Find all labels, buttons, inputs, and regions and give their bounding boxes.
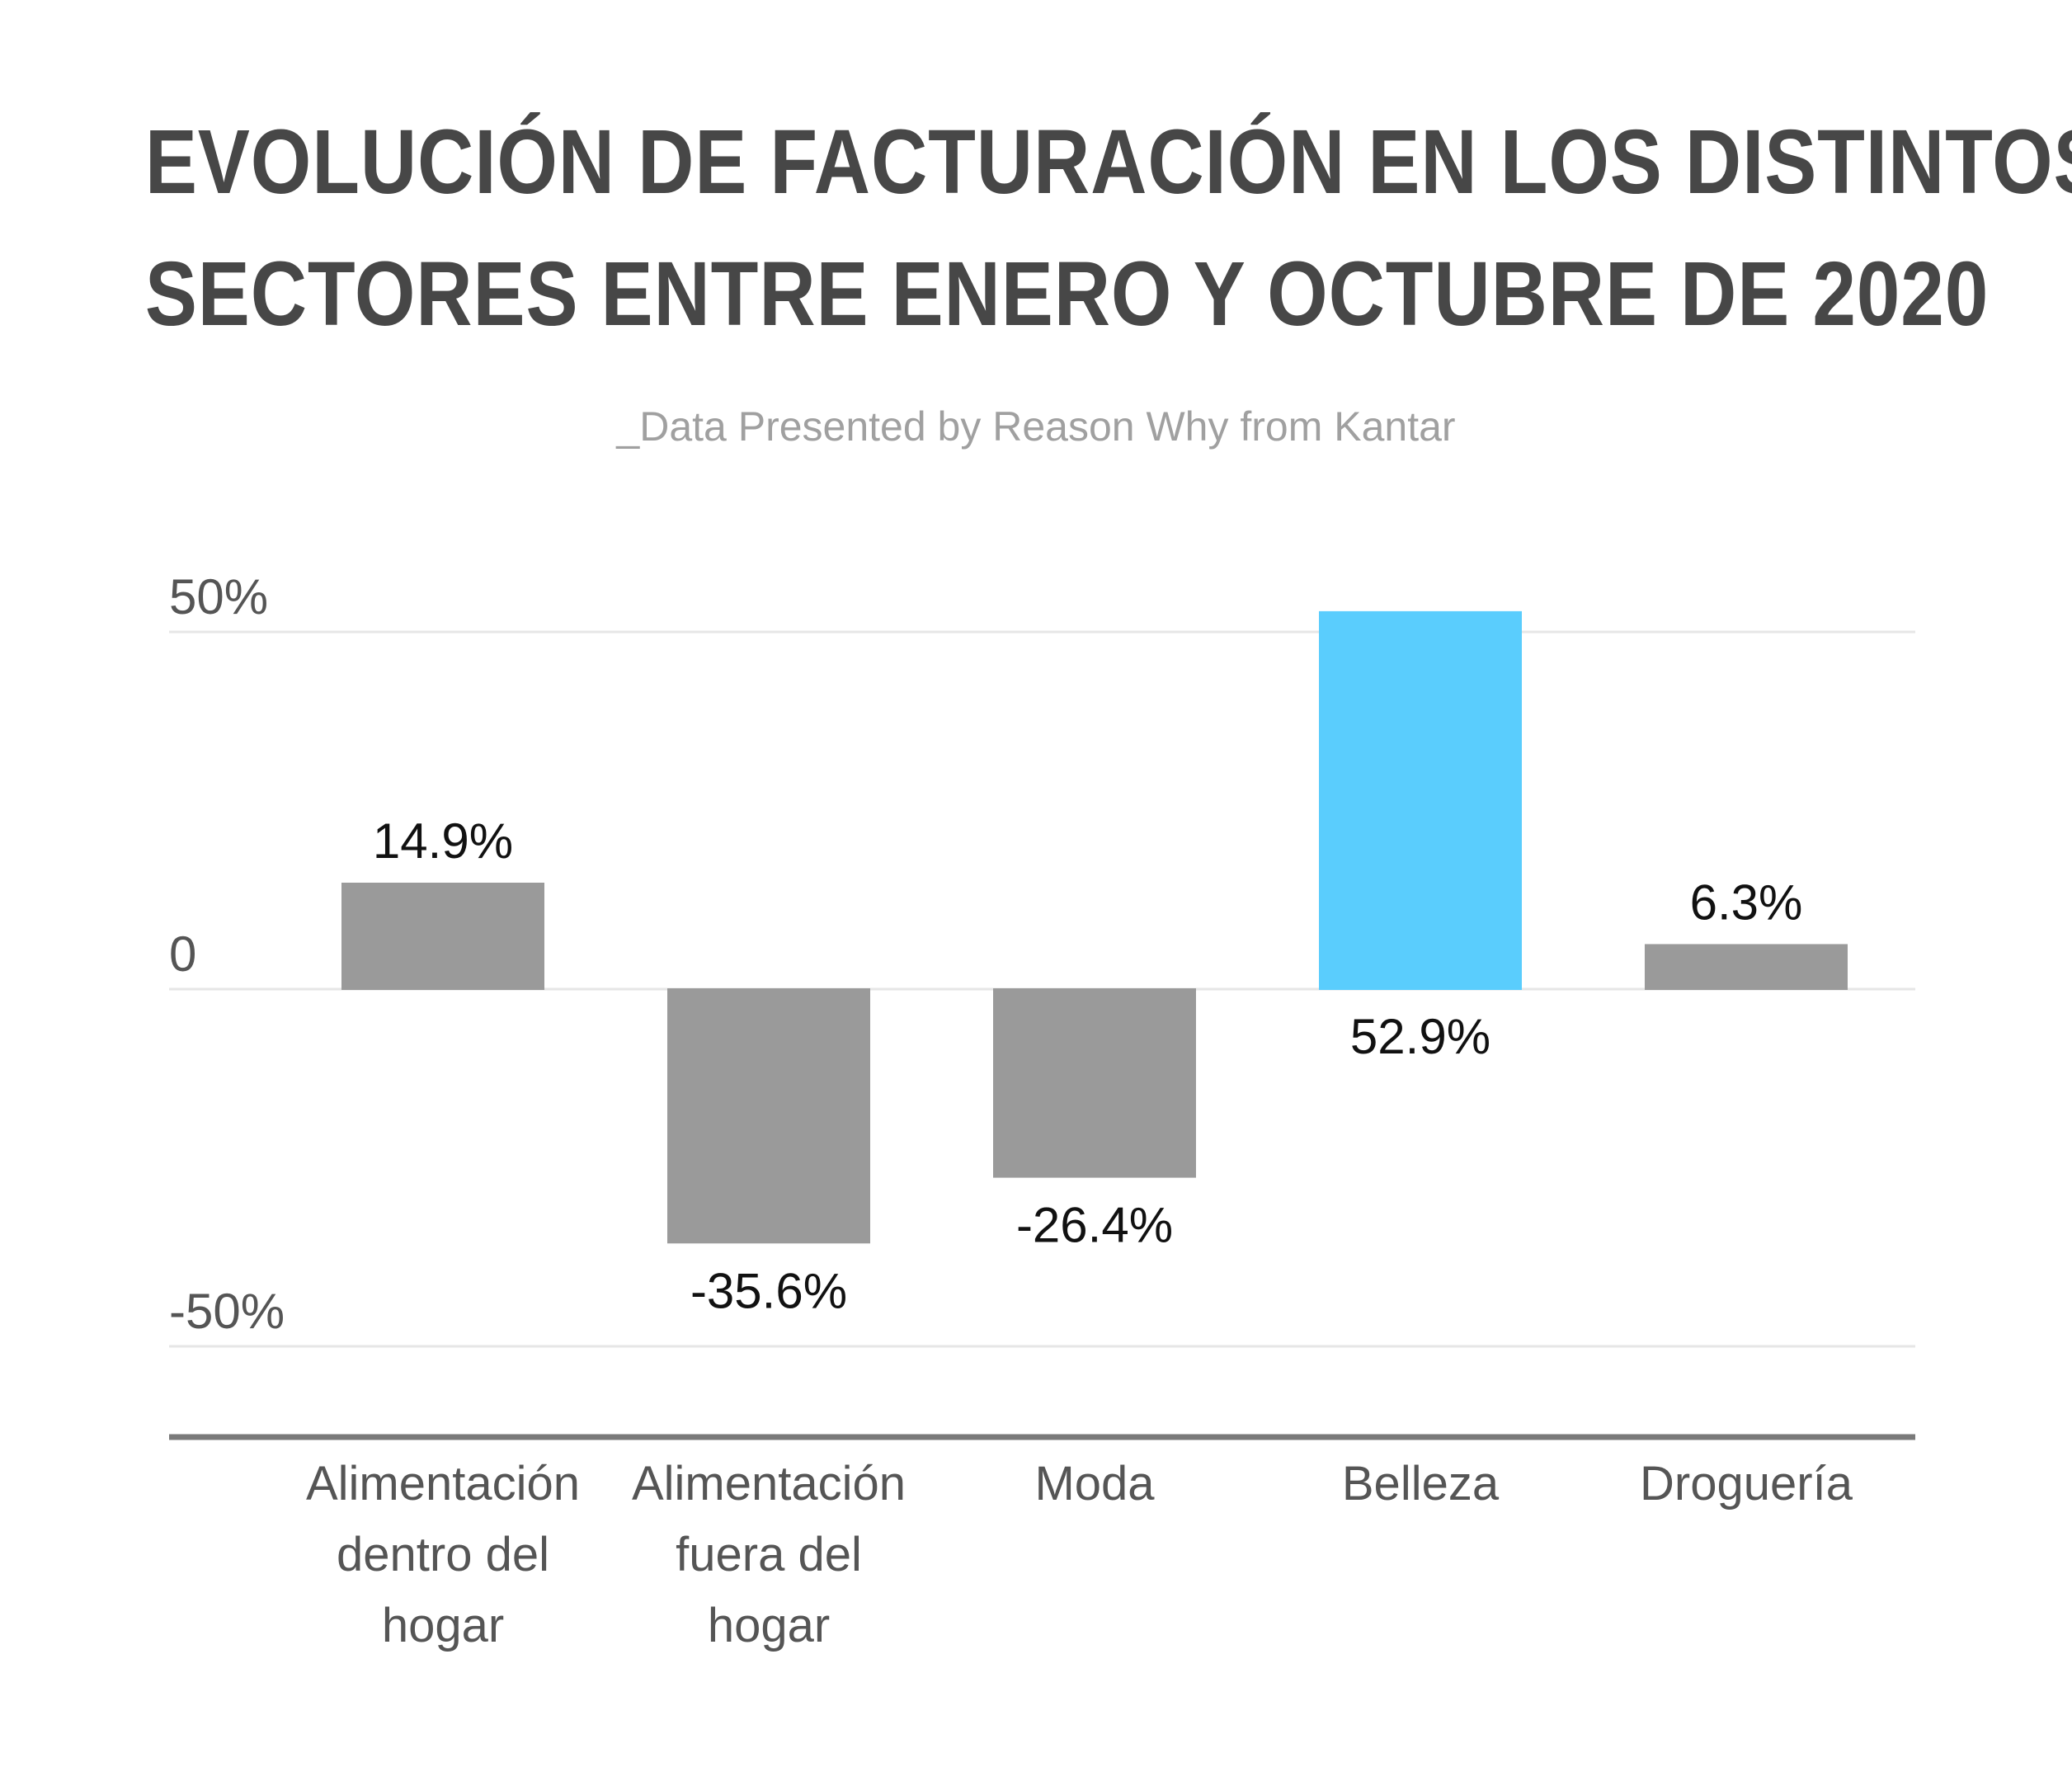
category-label-0-line-0: Alimentación (306, 1457, 580, 1510)
value-label-1: -35.6% (690, 1263, 847, 1318)
bar-chart: 50% 0 -50% 14.9% -35.6% -26.4% 52.9% 6.3% Alim… (0, 0, 2072, 1772)
bar-4 (1645, 944, 1848, 990)
category-label-1-line-2: hogar (708, 1599, 830, 1652)
value-label-2: -26.4% (1016, 1198, 1173, 1253)
category-label-3-line-0: Belleza (1342, 1457, 1500, 1510)
x-axis-category-labels: Alimentación dentro del hogar Alimentación f… (306, 1457, 1853, 1652)
category-label-1: Alimentación fuera del hogar (632, 1457, 906, 1652)
bar-2 (993, 988, 1196, 1178)
category-label-0: Alimentación dentro del hogar (306, 1457, 580, 1652)
category-label-4: Droguería (1640, 1457, 1853, 1510)
category-label-1-line-1: fuera del (676, 1528, 862, 1581)
value-label-4: 6.3% (1690, 874, 1803, 930)
chart-container: EVOLUCIÓN DE FACTURACIÓN EN LOS DISTINTO… (0, 0, 2072, 1772)
y-tick-label-0: 50% (169, 569, 268, 624)
category-label-2-line-0: Moda (1034, 1457, 1155, 1510)
category-label-2: Moda (1034, 1457, 1155, 1510)
category-label-0-line-1: dentro del (337, 1528, 549, 1581)
value-label-3: 52.9% (1350, 1009, 1490, 1064)
category-label-4-line-0: Droguería (1640, 1457, 1853, 1510)
category-label-0-line-2: hogar (382, 1599, 504, 1652)
y-tick-label-2: -50% (169, 1284, 285, 1339)
category-label-1-line-0: Alimentación (632, 1457, 906, 1510)
bar-0 (341, 883, 544, 990)
value-label-0: 14.9% (373, 813, 513, 869)
y-axis-tick-labels: 50% 0 -50% (169, 569, 285, 1339)
category-label-3: Belleza (1342, 1457, 1500, 1510)
y-tick-label-1: 0 (169, 926, 196, 982)
bar-1 (667, 988, 870, 1243)
bar-3 (1319, 611, 1522, 990)
bars (341, 611, 1848, 1243)
